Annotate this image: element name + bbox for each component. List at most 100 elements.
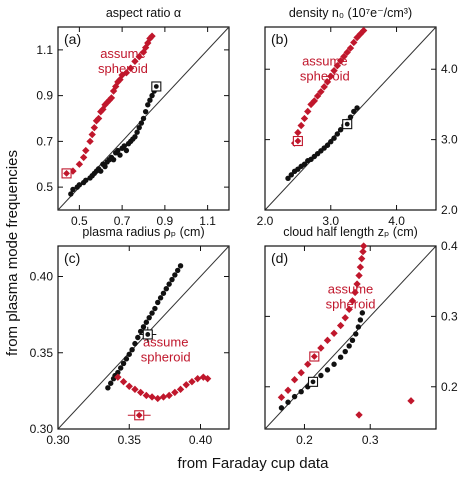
data-point-black (120, 360, 127, 367)
panel-frame (264, 26, 437, 211)
data-point-black (349, 337, 356, 344)
x-tick-label: 0.9 (157, 214, 174, 228)
data-point-black (136, 124, 142, 131)
panel-frame (57, 245, 230, 430)
data-point-black (175, 267, 181, 274)
data-point-red (90, 123, 99, 132)
data-point-red (317, 88, 325, 96)
data-point-red (359, 247, 367, 256)
data-point-black (160, 290, 167, 296)
data-point-red (359, 242, 368, 250)
data-point-black (177, 263, 184, 269)
data-point-red (330, 329, 338, 337)
annotation-text: spheroid (326, 297, 376, 312)
data-point-red (171, 388, 179, 397)
data-point-red (94, 114, 103, 123)
data-point-red (358, 254, 366, 263)
data-point-red (407, 397, 415, 405)
data-point-red (126, 64, 135, 72)
y-tick-label: 2.0 (441, 203, 458, 217)
data-point-black (291, 393, 298, 400)
data-point-red (323, 78, 332, 86)
data-point-red (336, 321, 345, 330)
y-tick-label: 0.7 (36, 134, 53, 148)
x-axis-title: from Faraday cup data (178, 455, 330, 472)
y-tick-label: 4.0 (441, 62, 458, 76)
data-point-red (122, 69, 131, 77)
x-tick-label: 0.7 (114, 214, 131, 228)
data-point-red (114, 373, 122, 381)
panel-label-a: (a) (64, 31, 81, 47)
data-point-black (129, 347, 135, 353)
data-point-black (146, 314, 152, 321)
data-point-red (327, 72, 335, 80)
data-point-red (345, 305, 353, 314)
y-axis-title: from plasma mode frequencies (4, 150, 21, 356)
y-tick-label: 0.4 (441, 239, 458, 253)
data-point-red (343, 48, 351, 57)
data-point-black (142, 108, 149, 115)
data-point-black (346, 343, 352, 349)
annotation-text: spheroid (141, 350, 191, 365)
data-point-red (135, 53, 143, 61)
data-point-red (304, 360, 312, 368)
data-point-black (278, 405, 285, 411)
data-point-red (131, 385, 139, 394)
data-point-red (336, 57, 345, 65)
x-tick-label: 0.35 (118, 433, 142, 447)
x-tick-label: 0.3 (362, 433, 379, 447)
data-point-black (318, 372, 324, 379)
x-tick-label: 0.5 (71, 214, 88, 228)
data-point-red (351, 288, 359, 297)
data-point-black (117, 152, 123, 158)
x-tick-label: 3.0 (322, 214, 339, 228)
data-point-black (143, 319, 150, 325)
data-point-black (285, 399, 291, 405)
data-point-black (108, 380, 114, 386)
data-point-black (140, 324, 147, 330)
error-point-marker (145, 332, 151, 337)
data-point-black (147, 97, 153, 103)
data-point-black (132, 340, 138, 347)
panel-title: plasma radius ρₚ (cm) (82, 225, 204, 239)
data-point-black (138, 120, 145, 126)
data-point-black (155, 299, 161, 306)
data-point-black (149, 92, 155, 99)
data-point-red (136, 388, 145, 397)
data-point-red (353, 280, 361, 288)
data-point-red (341, 314, 349, 322)
data-point-red (159, 393, 168, 401)
data-point-black (285, 175, 291, 182)
data-point-black (123, 147, 130, 154)
data-point-red (323, 336, 332, 344)
data-point-black (145, 102, 151, 108)
data-point-red (355, 411, 363, 419)
data-point-red (320, 83, 328, 91)
data-point-black (152, 305, 158, 312)
data-point-black (359, 310, 366, 316)
data-point-red (107, 94, 116, 102)
panel-frame (57, 26, 230, 211)
panel-title: density n₀ (10⁷e⁻/cm³) (289, 6, 412, 20)
x-tick-label: 4.0 (388, 214, 405, 228)
y-tick-label: 0.9 (36, 89, 53, 103)
panel-title: aspect ratio α (106, 6, 181, 20)
y-tick-label: 0.2 (441, 380, 458, 394)
data-point-red (88, 130, 96, 139)
panel-c: 0.30 0.35 0.40 0.30 0.35 0.40 plasma radius ρₚ… (30, 225, 230, 447)
panel-frame (264, 245, 437, 430)
data-point-black (76, 182, 83, 188)
annotation-text: assume (143, 335, 189, 350)
data-point-red (317, 344, 325, 352)
data-point-red (182, 381, 190, 389)
panel-label-d: (d) (271, 250, 288, 266)
data-point-black (337, 354, 344, 360)
data-point-black (169, 276, 175, 283)
data-point-black (357, 317, 364, 323)
data-point-red (188, 378, 196, 386)
data-point-black (337, 127, 344, 133)
data-point-black (324, 367, 331, 373)
x-tick-label: 0.30 (46, 433, 70, 447)
data-point-black (83, 177, 89, 183)
